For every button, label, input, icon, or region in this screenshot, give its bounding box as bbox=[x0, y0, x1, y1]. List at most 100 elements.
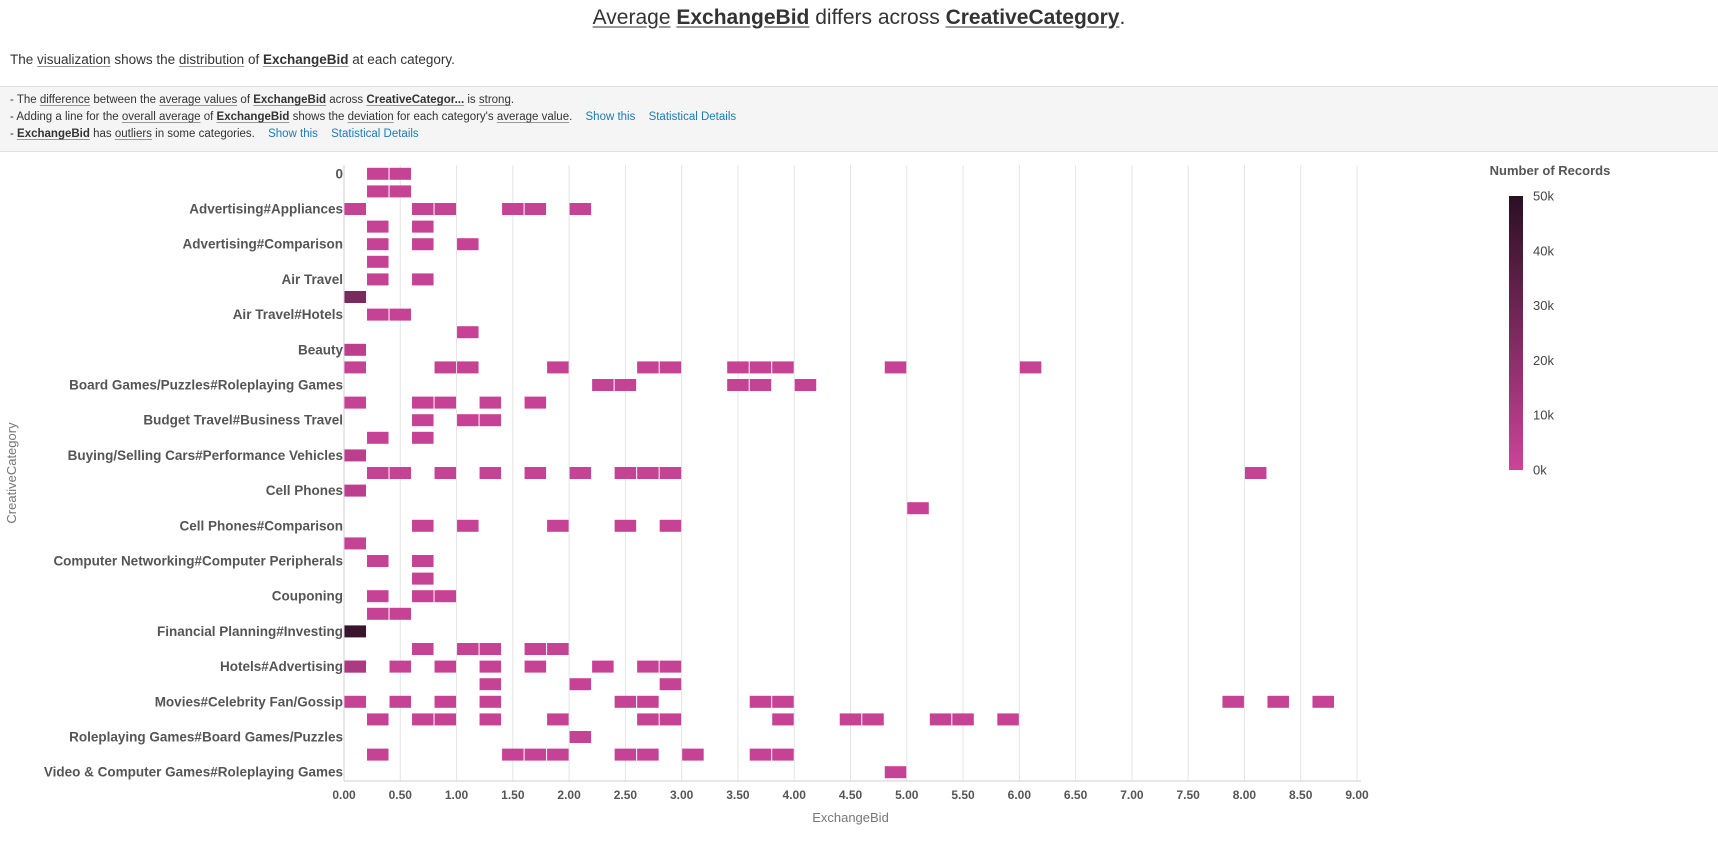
statistical-details-link[interactable]: Statistical Details bbox=[648, 111, 737, 123]
heatmap-cell bbox=[412, 220, 434, 233]
y-tick-label: 0 bbox=[335, 166, 343, 181]
heatmap-cell bbox=[344, 537, 367, 550]
heatmap-cell bbox=[479, 467, 502, 479]
heatmap-cell bbox=[569, 678, 592, 691]
heatmap-cell bbox=[659, 519, 682, 532]
insight-term: deviation bbox=[347, 111, 394, 123]
heatmap-cell bbox=[637, 660, 659, 673]
heatmap-cell bbox=[367, 238, 389, 251]
heatmap-cell bbox=[794, 379, 817, 391]
legend: Number of Records bbox=[1470, 163, 1630, 178]
x-tick-label: 5.50 bbox=[951, 788, 975, 802]
insight-2: - Adding a line for the overall average … bbox=[10, 111, 736, 123]
y-tick-label: Air Travel bbox=[281, 272, 343, 287]
y-tick-label: Couponing bbox=[272, 589, 343, 604]
heatmap-cell bbox=[727, 379, 749, 391]
y-axis-title: CreativeCategory bbox=[4, 422, 19, 524]
heatmap-cell bbox=[907, 502, 929, 515]
insight-text: - The bbox=[10, 94, 37, 106]
insight-3: - ExchangeBid has outliers in some categ… bbox=[10, 128, 419, 140]
y-tick-label: Financial Planning#Investing bbox=[157, 624, 343, 639]
heatmap-cell bbox=[412, 396, 434, 409]
insight-measure: ExchangeBid bbox=[253, 94, 327, 106]
x-tick-label: 1.00 bbox=[445, 788, 469, 802]
heatmap-cell bbox=[637, 361, 659, 374]
x-tick-label: 3.50 bbox=[726, 788, 750, 802]
heatmap-cell bbox=[749, 748, 772, 761]
subtitle-distribution: distribution bbox=[178, 52, 245, 67]
x-tick-label: 1.50 bbox=[501, 788, 525, 802]
heatmap-cell bbox=[772, 361, 794, 374]
show-this-link[interactable]: Show this bbox=[585, 111, 636, 123]
insight-text: is bbox=[467, 94, 476, 106]
heatmap-cell bbox=[389, 695, 412, 708]
x-tick-label: 3.00 bbox=[670, 788, 694, 802]
heatmap-cell bbox=[547, 748, 569, 761]
heatmap-cell bbox=[547, 643, 569, 655]
heatmap-cell bbox=[457, 519, 479, 532]
heatmap-cell bbox=[862, 713, 884, 726]
insight-text: has bbox=[93, 128, 112, 140]
x-tick-label: 7.00 bbox=[1120, 788, 1144, 802]
show-this-link[interactable]: Show this bbox=[268, 128, 318, 140]
heatmap-cell bbox=[659, 713, 682, 726]
statistical-details-link[interactable]: Statistical Details bbox=[331, 128, 419, 140]
x-tick-label: 0.50 bbox=[389, 788, 413, 802]
heatmap-cell bbox=[839, 713, 862, 726]
heatmap-cell bbox=[344, 291, 367, 303]
heatmap-cell bbox=[659, 467, 682, 479]
insight-text: . bbox=[510, 94, 515, 106]
insight-dimension: CreativeCategor... bbox=[366, 94, 465, 106]
x-tick-label: 8.00 bbox=[1233, 788, 1257, 802]
heatmap-cell bbox=[344, 625, 367, 638]
y-tick-label: Cell Phones bbox=[266, 483, 343, 498]
legend-tick-label: 40k bbox=[1533, 243, 1554, 258]
heatmap-cell bbox=[547, 361, 569, 374]
heatmap-cell bbox=[772, 713, 794, 726]
heatmap-cell bbox=[502, 748, 524, 761]
heatmap-cell bbox=[479, 660, 502, 673]
y-tick-label: Advertising#Appliances bbox=[189, 202, 343, 217]
y-tick-label: Beauty bbox=[298, 342, 344, 357]
y-tick-label: Hotels#Advertising bbox=[220, 659, 343, 674]
chart-subtitle: The visualization shows the distribution… bbox=[10, 52, 455, 67]
heatmap-cell bbox=[614, 519, 637, 532]
heatmap-cell bbox=[502, 203, 524, 215]
heatmap-cell bbox=[344, 695, 367, 708]
heatmap-cell bbox=[637, 695, 659, 708]
heatmap-cell bbox=[344, 449, 367, 462]
insight-text: . bbox=[569, 111, 573, 123]
heatmap-cell bbox=[389, 308, 412, 321]
heatmap-cell bbox=[749, 379, 772, 391]
insight-text: of bbox=[203, 111, 214, 123]
y-tick-label: Video & Computer Games#Roleplaying Games bbox=[44, 765, 343, 780]
legend-title: Number of Records bbox=[1489, 163, 1611, 178]
heatmap-cell bbox=[367, 431, 389, 444]
insight-text: between the bbox=[93, 94, 157, 106]
subtitle-text: at each category. bbox=[352, 52, 455, 67]
heatmap-cell bbox=[479, 678, 502, 691]
heatmap-cell bbox=[434, 361, 457, 374]
legend-tick-label: 30k bbox=[1533, 298, 1554, 313]
insight-term: difference bbox=[39, 94, 91, 106]
y-tick-label: Buying/Selling Cars#Performance Vehicles bbox=[68, 448, 343, 463]
heatmap-cell bbox=[344, 484, 367, 497]
heatmap-cell bbox=[344, 660, 367, 673]
legend-tick-label: 50k bbox=[1533, 189, 1554, 204]
x-tick-label: 8.50 bbox=[1289, 788, 1313, 802]
heatmap-cell bbox=[749, 361, 772, 374]
title-period: . bbox=[1119, 6, 1126, 29]
heatmap-cell bbox=[412, 273, 434, 286]
heatmap-cell bbox=[659, 678, 682, 691]
heatmap-cell bbox=[614, 379, 637, 391]
insight-1: - The difference between the average val… bbox=[10, 94, 514, 106]
heatmap-cell bbox=[344, 361, 367, 374]
heatmap-cell bbox=[367, 273, 389, 286]
heatmap-cell bbox=[1222, 695, 1244, 708]
heatmap-cell bbox=[1267, 695, 1289, 708]
heatmap-cell bbox=[389, 167, 412, 180]
heatmap-cell bbox=[434, 660, 457, 673]
heatmap-cell bbox=[434, 695, 457, 708]
subtitle-visualization: visualization bbox=[37, 52, 111, 67]
legend-tick-label: 20k bbox=[1533, 353, 1554, 368]
